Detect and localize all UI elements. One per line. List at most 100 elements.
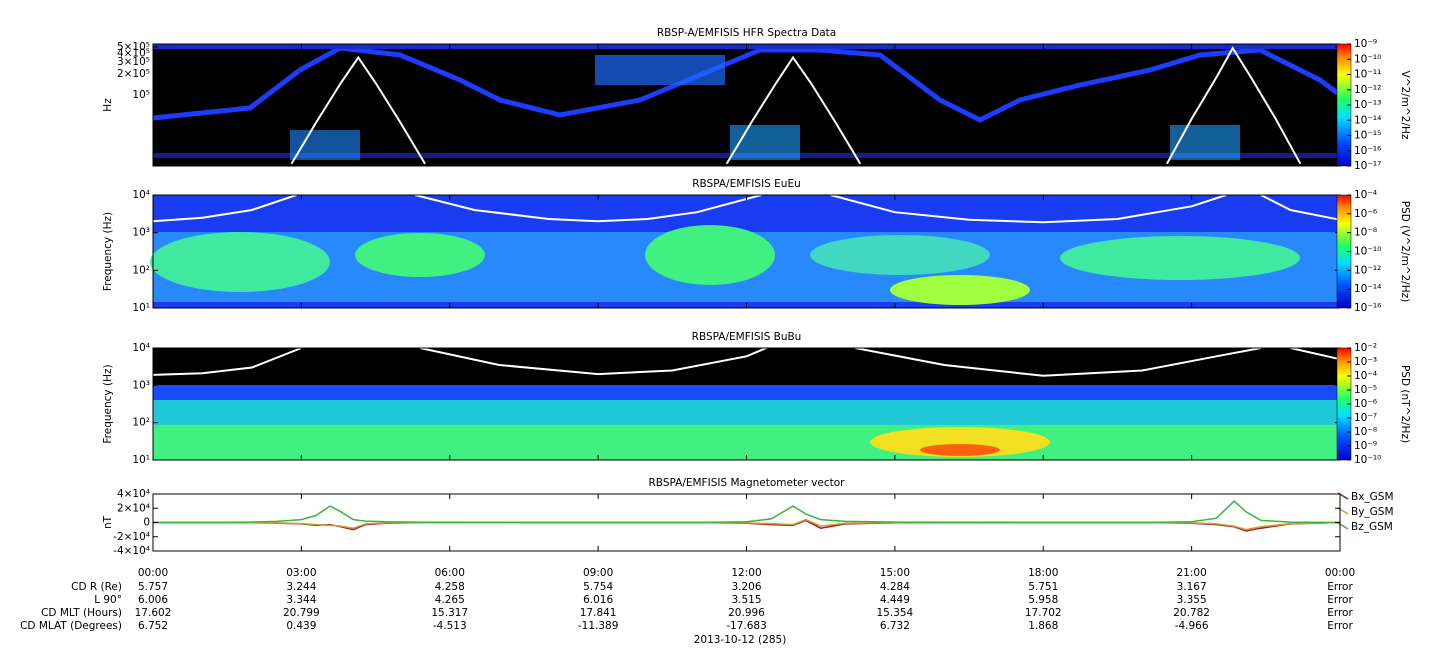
frequency-curve [152, 347, 1341, 377]
spectrogram-image [150, 44, 1342, 460]
ephemeris-value: -4.966 [1175, 620, 1209, 632]
y-axis-label: nT [102, 515, 114, 529]
y-tick-label: 2×10⁵ [117, 68, 150, 80]
colorbar-tick-label: 10⁻⁹ [1354, 38, 1377, 50]
ephemeris-value: 6.016 [583, 594, 613, 606]
colorbar-tick-label: 10⁻¹⁵ [1354, 130, 1381, 142]
y-tick-label: 10² [132, 417, 150, 429]
colorbar-tick-label: 10⁻⁴ [1354, 189, 1377, 201]
frequency-curve [152, 194, 1341, 224]
colorbar-tick-label: 10⁻¹² [1354, 264, 1381, 276]
ephemeris-value: -11.389 [578, 620, 619, 632]
ephemeris-value: 6.732 [880, 620, 910, 632]
ephemeris-value: 15.354 [877, 607, 914, 619]
colorbar-tick-label: 10⁻¹⁷ [1354, 160, 1381, 172]
x-tick-label: 00:00 [1325, 567, 1355, 579]
data-line [153, 500, 1341, 524]
y-tick-label: 10³ [132, 227, 150, 239]
x-tick-label: 09:00 [583, 567, 613, 579]
colorbar-tick-label: 10⁻¹⁴ [1354, 114, 1381, 126]
x-tick-label: 15:00 [880, 567, 910, 579]
y-tick-label: -2×10⁴ [113, 531, 150, 543]
ephemeris-value: Error [1327, 620, 1353, 632]
ephemeris-label: CD MLAT (Degrees) [20, 620, 122, 632]
colorbar-tick-label: 10⁻¹¹ [1354, 69, 1381, 81]
panel-title: RBSPA/EMFISIS Magnetometer vector [649, 477, 846, 489]
panel-title: RBSPA/EMFISIS BuBu [692, 331, 802, 343]
colorbar-tick-label: 10⁻² [1354, 342, 1377, 354]
colorbar-tick-label: 10⁻⁷ [1354, 412, 1377, 424]
ephemeris-label: CD MLT (Hours) [41, 607, 122, 619]
ephemeris-value: -17.683 [726, 620, 767, 632]
frequency-curve [290, 46, 1302, 165]
colorbar-tick-label: 10⁻¹⁶ [1354, 302, 1381, 314]
ephemeris-value: 17.841 [580, 607, 617, 619]
ephemeris-value: 20.782 [1173, 607, 1210, 619]
colorbar-tick-label: 10⁻⁶ [1354, 398, 1377, 410]
ephemeris-value: 5.754 [583, 581, 613, 593]
y-tick-label: 4×10⁵ [117, 48, 150, 60]
ephemeris-value: 0.439 [286, 620, 316, 632]
colorbar-tick-label: 10⁻⁵ [1354, 384, 1377, 396]
ephemeris-label: CD R (Re) [71, 581, 122, 593]
ephemeris-value: Error [1327, 594, 1353, 606]
ephemeris-value: 15.317 [431, 607, 468, 619]
colorbar-tick-label: 10⁻¹⁶ [1354, 145, 1381, 157]
legend-label: Bx_GSM [1351, 491, 1394, 503]
x-tick-label: 12:00 [731, 567, 761, 579]
date-label: 2013-10-12 (285) [694, 634, 787, 646]
colorbar-tick-label: 10⁻⁴ [1354, 370, 1377, 382]
ephemeris-label: L 90° [94, 594, 122, 606]
ephemeris-value: 20.996 [728, 607, 765, 619]
y-tick-label: 10¹ [132, 302, 150, 314]
ephemeris-value: -4.513 [433, 620, 467, 632]
ephemeris-value: Error [1327, 581, 1353, 593]
colorbar-tick-label: 10⁻¹⁰ [1354, 246, 1381, 258]
ephemeris-value: 20.799 [283, 607, 320, 619]
y-tick-label: 0 [143, 517, 150, 529]
colorbar-tick-label: 10⁻¹⁰ [1354, 53, 1381, 65]
y-axis-label: Frequency (Hz) [102, 364, 114, 443]
panel-title: RBSPA/EMFISIS EuEu [692, 178, 801, 190]
colorbar-tick-label: 10⁻³ [1354, 356, 1377, 368]
ephemeris-value: 6.006 [138, 594, 168, 606]
colorbar-label: V^2/m^2/Hz [1399, 71, 1411, 140]
x-tick-label: 21:00 [1176, 567, 1206, 579]
ephemeris-value: 5.958 [1028, 594, 1058, 606]
y-tick-label: -4×10⁴ [113, 545, 150, 557]
x-tick-label: 18:00 [1028, 567, 1058, 579]
x-tick-label: 00:00 [138, 567, 168, 579]
ephemeris-value: 3.244 [286, 581, 316, 593]
y-tick-label: 10⁵ [132, 89, 150, 101]
y-tick-label: 10² [132, 264, 150, 276]
y-tick-label: 10⁴ [132, 189, 150, 201]
y-tick-label: 5×10⁵ [117, 41, 150, 53]
ephemeris-value: 4.258 [435, 581, 465, 593]
colorbar-tick-label: 10⁻¹² [1354, 84, 1381, 96]
ephemeris-value: 4.449 [880, 594, 910, 606]
colorbar-tick-label: 10⁻⁹ [1354, 440, 1377, 452]
ephemeris-value: 6.752 [138, 620, 168, 632]
colorbar-tick-label: 10⁻¹⁰ [1354, 454, 1381, 466]
ephemeris-value: 5.757 [138, 581, 168, 593]
ephemeris-value: 4.265 [435, 594, 465, 606]
colorbar-tick-label: 10⁻⁶ [1354, 208, 1377, 220]
colorbar-label: PSD (V^2/m^2/Hz) [1399, 201, 1411, 302]
colorbar-tick-label: 10⁻¹³ [1354, 99, 1381, 111]
colorbar-tick-label: 10⁻¹⁴ [1354, 283, 1381, 295]
ephemeris-value: 3.167 [1177, 581, 1207, 593]
colorbar-tick-label: 10⁻⁸ [1354, 426, 1377, 438]
ephemeris-value: 3.355 [1177, 594, 1207, 606]
y-axis-label: Frequency (Hz) [102, 212, 114, 291]
legend-label: Bz_GSM [1351, 521, 1393, 533]
ephemeris-value: Error [1327, 607, 1353, 619]
panel-title: RBSP-A/EMFISIS HFR Spectra Data [657, 27, 836, 39]
y-tick-label: 10¹ [132, 454, 150, 466]
y-axis-label: Hz [102, 98, 114, 112]
ephemeris-value: 3.344 [286, 594, 316, 606]
ephemeris-value: 17.702 [1025, 607, 1062, 619]
data-line [153, 518, 1341, 531]
y-tick-label: 2×10⁴ [117, 502, 150, 514]
ephemeris-value: 1.868 [1028, 620, 1058, 632]
